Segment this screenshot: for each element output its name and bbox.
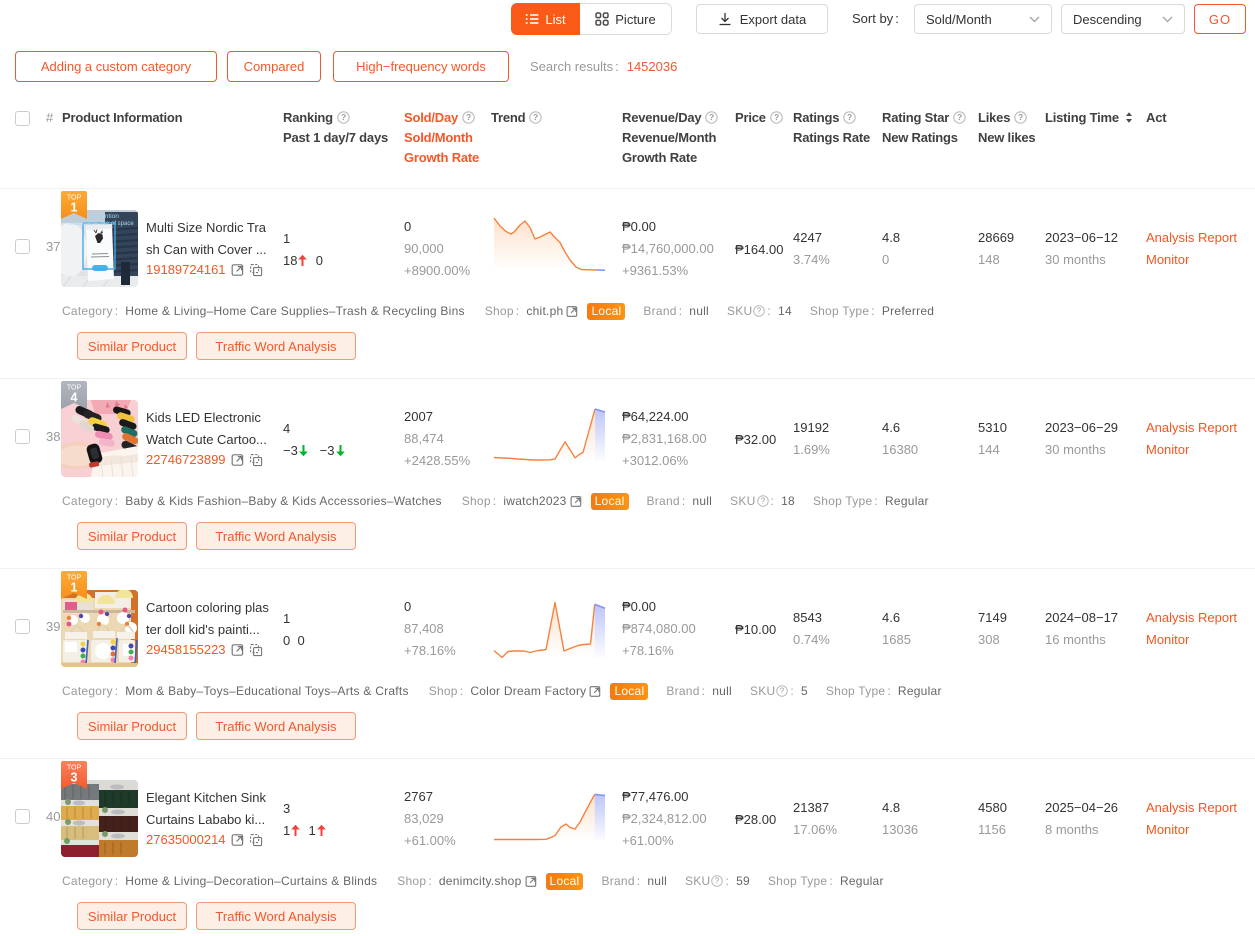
svg-text:?: ? bbox=[1018, 112, 1023, 122]
svg-text:?: ? bbox=[774, 112, 779, 122]
svg-text:TOP: TOP bbox=[67, 385, 82, 392]
svg-text:1: 1 bbox=[71, 201, 78, 215]
svg-text:?: ? bbox=[709, 112, 714, 122]
svg-text:TOP: TOP bbox=[67, 575, 82, 582]
svg-text:1: 1 bbox=[71, 581, 78, 595]
svg-text:?: ? bbox=[957, 112, 962, 122]
svg-text:?: ? bbox=[715, 876, 720, 885]
svg-text:TOP: TOP bbox=[67, 765, 82, 772]
svg-text:4: 4 bbox=[71, 391, 78, 405]
svg-text:TOP: TOP bbox=[67, 195, 82, 202]
svg-text:?: ? bbox=[760, 496, 765, 505]
svg-text:?: ? bbox=[847, 112, 852, 122]
svg-text:reasonable use of space: reasonable use of space bbox=[68, 221, 134, 227]
svg-text:p prevention: p prevention bbox=[83, 213, 119, 220]
svg-text:3: 3 bbox=[71, 771, 78, 785]
svg-text:?: ? bbox=[757, 306, 762, 315]
svg-text:?: ? bbox=[466, 112, 471, 122]
svg-text:?: ? bbox=[533, 112, 538, 122]
svg-text:?: ? bbox=[780, 686, 785, 695]
svg-text:?: ? bbox=[341, 112, 346, 122]
